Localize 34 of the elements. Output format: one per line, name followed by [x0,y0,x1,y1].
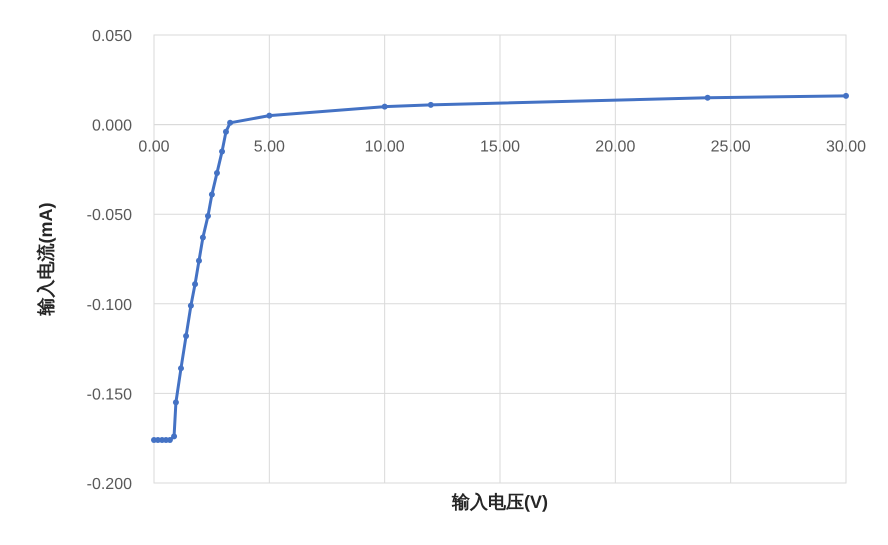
x-tick-label: 15.00 [480,138,520,156]
x-axis-title: 输入电压(V) [451,492,548,512]
point [704,94,711,101]
point [227,120,234,126]
x-tick-label: 0.00 [138,138,170,156]
point [219,148,226,154]
y-tick-label: 0.050 [92,28,132,45]
x-tick-label: 20.00 [595,138,636,156]
y-axis-title: 输入电流(mA) [36,202,56,316]
point [183,333,190,340]
point [204,212,211,219]
point [222,128,229,135]
point [428,102,434,108]
point [266,112,272,119]
point [196,258,202,264]
x-tick-label: 25.00 [710,138,751,156]
y-tick-label: -0.050 [86,207,132,224]
y-tick-label: -0.150 [86,386,132,404]
point [214,170,220,176]
point [172,399,179,406]
x-tick-label: 30.00 [826,138,866,156]
y-tick-label: 0.000 [92,118,132,135]
x-tick-label: 5.00 [254,138,286,156]
point [208,191,215,198]
point [188,302,194,309]
x-tick-label: 10.00 [364,138,405,156]
point [200,234,206,240]
point [382,104,388,110]
y-tick-label: -0.200 [86,476,132,493]
point [192,281,198,288]
point [178,365,184,372]
point [171,433,178,440]
y-tick-label: -0.100 [86,296,132,314]
point [843,92,849,99]
